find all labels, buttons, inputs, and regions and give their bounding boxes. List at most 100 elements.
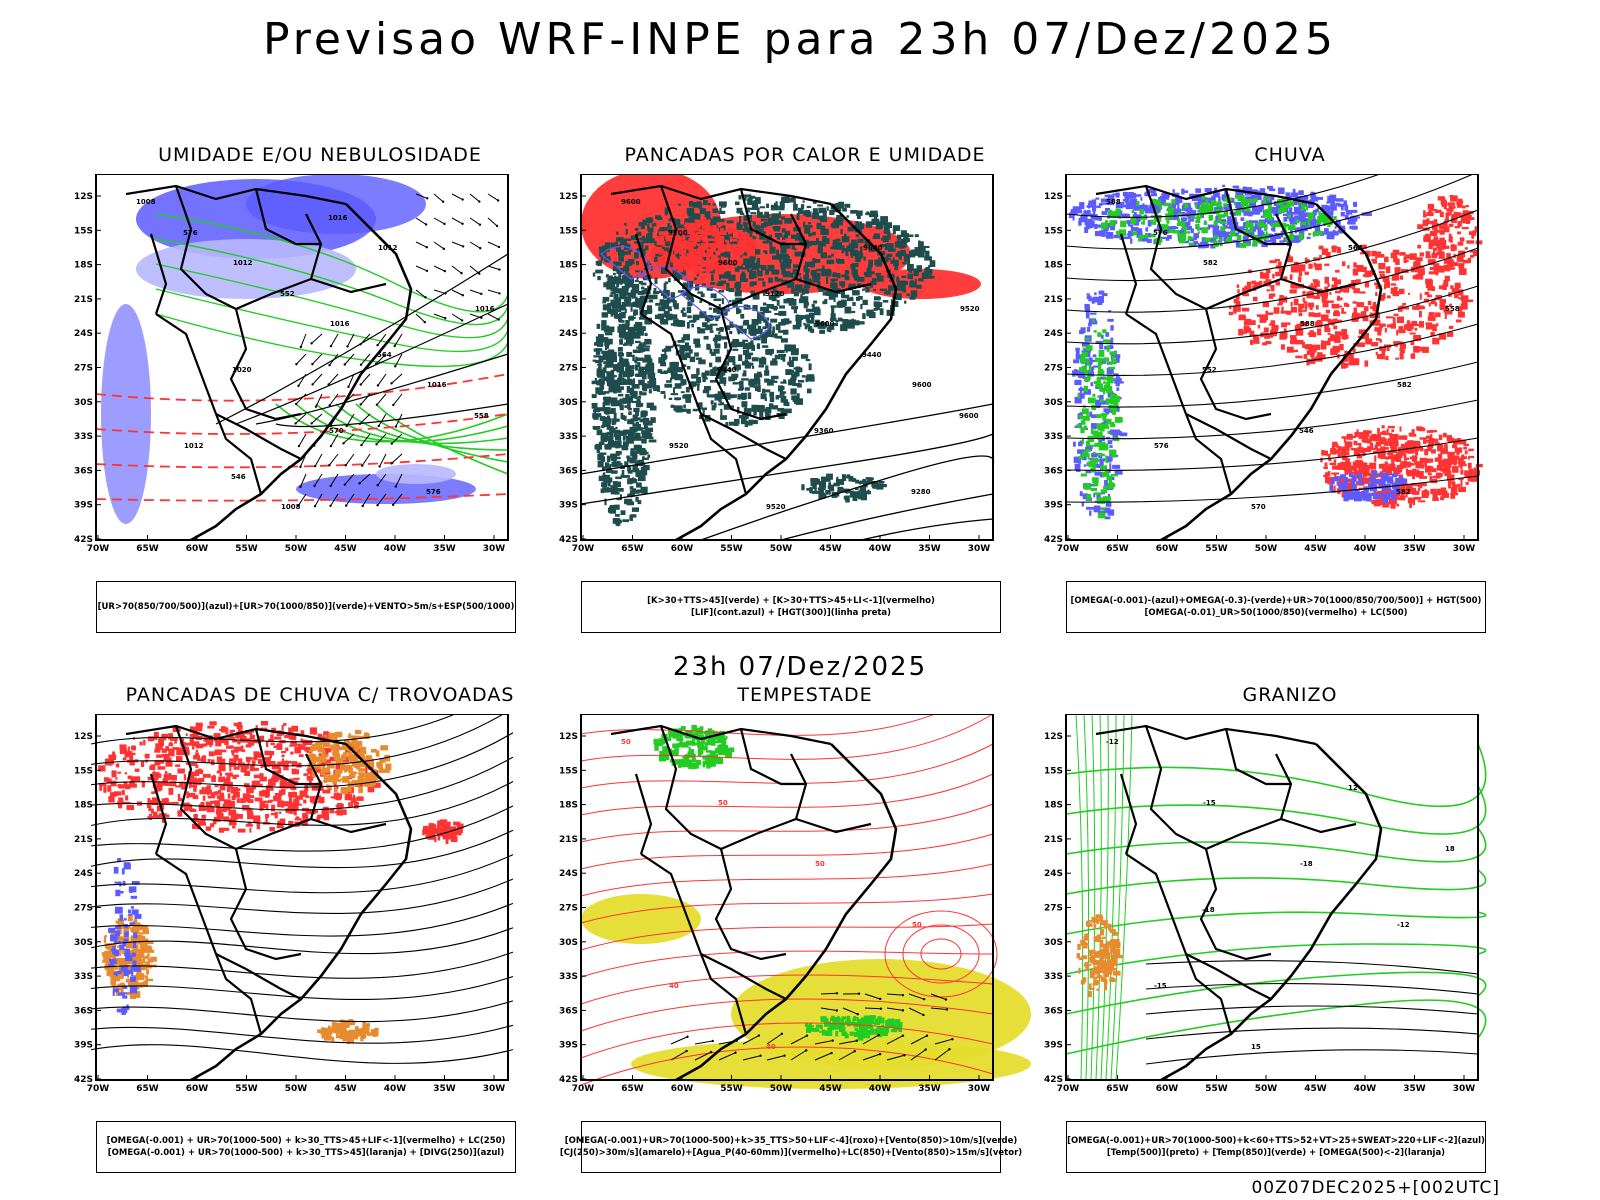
rain-humid-area	[1445, 448, 1448, 455]
rain-humid-area	[1275, 281, 1280, 286]
wind-vector	[415, 241, 428, 248]
rain-humid-area	[1470, 455, 1475, 459]
rain-humid-area	[1396, 503, 1400, 507]
rain-humid-area	[1447, 451, 1453, 457]
rain-humid-area	[1443, 245, 1450, 249]
rain-humid-area	[1450, 492, 1459, 496]
wind-vector-head	[327, 383, 330, 386]
rain-omega-area	[1295, 237, 1302, 242]
rain-omega-area	[1104, 479, 1108, 486]
rain-omega-area	[1107, 318, 1114, 322]
convection-area	[913, 270, 919, 277]
rain-strong-area	[1136, 201, 1140, 206]
humidity-contour	[335, 403, 509, 451]
convection-area	[790, 369, 794, 374]
wind-vector-head	[495, 224, 499, 228]
rain-humid-area	[1403, 460, 1407, 466]
rain-humid-area	[1443, 468, 1451, 474]
rain-humid-area	[1399, 341, 1404, 348]
rain-humid-area	[1362, 466, 1370, 472]
rain-omega-area	[1218, 231, 1226, 237]
rain-omega-area	[1298, 205, 1302, 212]
rain-humid-area	[1460, 469, 1464, 475]
convection-area	[807, 376, 815, 382]
rain-omega-area	[1181, 217, 1188, 222]
convection-area	[736, 368, 739, 372]
instability-area	[692, 265, 699, 270]
rain-humid-area	[1444, 275, 1450, 282]
rain-humid-area	[1444, 312, 1447, 319]
convection-area	[649, 377, 657, 384]
rain-strong-area	[1080, 473, 1087, 477]
rain-humid-area	[1415, 303, 1420, 307]
convection-area	[739, 380, 744, 388]
convection-area	[688, 381, 697, 387]
rain-omega-area	[1115, 356, 1120, 363]
rain-strong-area	[1166, 208, 1175, 211]
convection-area	[686, 366, 691, 370]
rain-strong-area	[1187, 236, 1193, 240]
convection-area	[632, 349, 641, 354]
rain-humid-area	[1397, 451, 1403, 459]
state-border	[640, 313, 703, 415]
rain-strong-area	[1079, 414, 1083, 420]
rain-omega-area	[1075, 350, 1080, 355]
convection-area	[770, 217, 779, 223]
wind-vector	[330, 333, 339, 347]
convection-area	[710, 352, 716, 356]
convection-area	[696, 201, 702, 207]
convection-area	[788, 380, 794, 386]
convection-area	[710, 400, 714, 405]
legend-line: [UR>70(850/700/500)](azul)+[UR>70(1000/8…	[97, 602, 515, 612]
convection-area	[888, 285, 894, 291]
convection-area	[659, 289, 662, 293]
rain-strong-area	[1201, 206, 1207, 214]
rain-humid-area	[1460, 456, 1467, 459]
rain-strong-area	[1177, 222, 1185, 227]
rain-omega-area	[1374, 495, 1378, 499]
rain-omega-area	[1075, 465, 1081, 472]
convection-area	[799, 276, 802, 282]
rain-humid-area	[1463, 443, 1469, 446]
convection-area	[646, 402, 654, 408]
convection-area	[669, 362, 677, 368]
wind-vector	[487, 265, 500, 271]
convection-area	[623, 429, 629, 435]
instability-area	[706, 251, 714, 256]
convection-area	[781, 228, 786, 233]
convection-area	[663, 394, 666, 399]
convection-area	[778, 220, 783, 225]
rain-strong-area	[1197, 231, 1200, 234]
wind-vector	[395, 473, 403, 487]
rain-humid-area	[1365, 250, 1371, 257]
rain-strong-area	[1081, 365, 1087, 372]
rain-humid-area	[1349, 465, 1358, 471]
rain-omega-area	[1137, 215, 1142, 222]
rain-omega-area	[1351, 484, 1357, 491]
rain-humid-area	[1438, 285, 1444, 290]
convection-area	[748, 327, 754, 335]
rain-humid-area	[1358, 432, 1365, 439]
rain-omega-area	[1068, 212, 1074, 219]
convection-area	[830, 317, 837, 321]
rain-humid-area	[1399, 275, 1404, 280]
convection-area	[613, 418, 620, 422]
rain-strong-area	[1090, 488, 1098, 492]
convection-area	[898, 280, 906, 287]
convection-area	[728, 274, 736, 281]
rain-humid-area	[1458, 477, 1464, 481]
rain-omega-area	[1099, 394, 1104, 402]
wind-vector-head	[461, 294, 464, 297]
convection-area	[761, 215, 770, 218]
rain-omega-area	[1327, 196, 1331, 202]
convection-area	[707, 345, 710, 348]
instability-area	[706, 264, 711, 268]
rain-omega-area	[1326, 201, 1331, 204]
convection-area	[599, 407, 605, 412]
convection-area	[905, 233, 909, 237]
convection-area	[872, 236, 880, 239]
wind-vector	[433, 289, 446, 294]
wind-vector-head	[376, 384, 380, 387]
rain-humid-area	[1355, 459, 1363, 465]
rain-strong-area	[1286, 204, 1291, 209]
